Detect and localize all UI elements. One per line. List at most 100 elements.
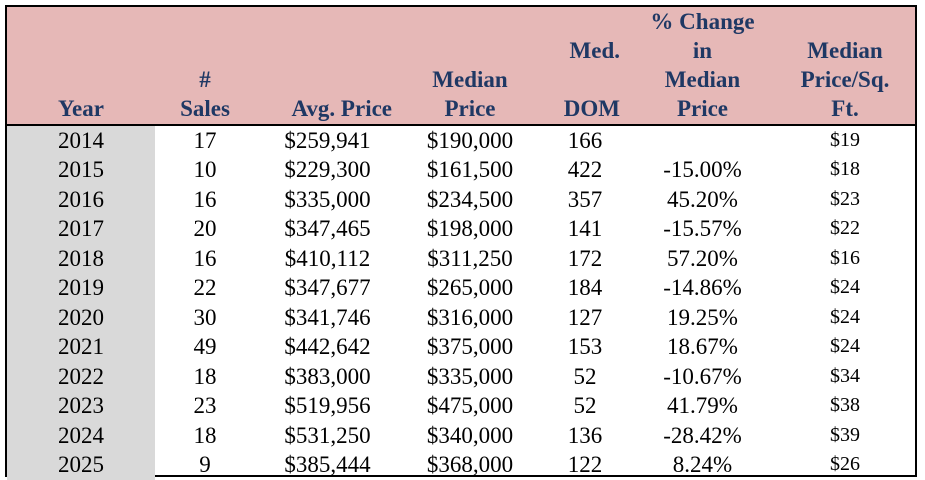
cell-year: 2022 — [7, 361, 155, 391]
header-median-price-sqft: Median Price/Sq. Ft. — [775, 7, 915, 126]
header-median-price: Median Price — [400, 7, 540, 126]
cell-year: 2015 — [7, 155, 155, 185]
cell-sales: 16 — [193, 245, 217, 271]
cell-median-price: $316,000 — [426, 304, 514, 330]
cell-median-price: $234,500 — [426, 186, 514, 212]
header-med-dom-line — [614, 67, 620, 92]
header-sales: # Sales — [155, 7, 255, 126]
cell-avg-price: $531,250 — [284, 422, 371, 448]
header-avg-price: Avg. Price — [255, 7, 400, 126]
table-row: 2020 30 $341,746 $316,000 127 19.25% $24 — [7, 302, 915, 332]
cell-sales: 10 — [193, 157, 217, 183]
cell-med-dom: 172 — [567, 245, 603, 271]
table-row: 2022 18 $383,000 $335,000 52 -10.67% $34 — [7, 361, 915, 391]
cell-year: 2025 — [7, 450, 155, 480]
cell-sales: 9 — [199, 452, 211, 478]
market-stats-table-frame: Year # Sales Avg. Price Median Price Med. DOM%… — [5, 5, 917, 480]
cell-pct-change: -15.00% — [663, 157, 742, 183]
cell-median-price-sqft: $18 — [830, 158, 860, 181]
table-row: 2017 20 $347,465 $198,000 141 -15.57% $22 — [7, 214, 915, 244]
table-row: 2016 16 $335,000 $234,500 357 45.20% $23 — [7, 184, 915, 214]
header-median-price-sqft-line: Median — [807, 38, 883, 63]
cell-pct-change: -10.67% — [663, 363, 742, 389]
table-row: 2019 22 $347,677 $265,000 184 -14.86% $24 — [7, 273, 915, 303]
cell-avg-price: $347,465 — [284, 216, 371, 242]
cell-avg-price: $383,000 — [284, 363, 371, 389]
cell-avg-price: $385,444 — [284, 452, 371, 478]
cell-median-price: $375,000 — [426, 334, 514, 360]
table-body: 2014 17 $259,941 $190,000 166 $19 2015 10 $229,3… — [7, 125, 915, 480]
cell-median-price: $340,000 — [426, 422, 514, 448]
cell-pct-change: -28.42% — [663, 422, 742, 448]
cell-avg-price: $410,112 — [284, 245, 371, 271]
cell-year: 2016 — [7, 184, 155, 214]
cell-med-dom: 141 — [567, 216, 603, 242]
cell-sales: 20 — [193, 216, 217, 242]
cell-median-price-sqft: $16 — [830, 246, 860, 269]
header-med-dom-line: Med. — [569, 38, 620, 63]
table-header: Year # Sales Avg. Price Median Price Med. DOM%… — [7, 7, 915, 126]
cell-pct-change: -15.57% — [663, 216, 742, 242]
header-pct-change: % Change in Median Price — [630, 7, 775, 126]
cell-median-price-sqft: $34 — [830, 364, 860, 387]
cell-avg-price: $519,956 — [284, 393, 371, 419]
cell-sales: 49 — [193, 334, 217, 360]
cell-sales: 16 — [193, 186, 217, 212]
cell-sales: 17 — [193, 128, 217, 153]
cell-year: 2024 — [7, 420, 155, 450]
cell-median-price-sqft: $24 — [830, 276, 860, 299]
cell-median-price-sqft: $19 — [830, 129, 860, 151]
cell-pct-change: 45.20% — [667, 186, 738, 212]
cell-pct-change: 41.79% — [667, 393, 738, 419]
cell-median-price: $265,000 — [426, 275, 514, 301]
header-median-price-line: Price — [444, 96, 496, 121]
cell-year: 2019 — [7, 273, 155, 303]
header-row: Year # Sales Avg. Price Median Price Med. DOM%… — [7, 7, 915, 126]
cell-year: 2023 — [7, 391, 155, 421]
cell-sales: 18 — [193, 363, 217, 389]
cell-avg-price: $341,746 — [284, 304, 371, 330]
header-median-price-line: Median — [432, 67, 508, 92]
cell-pct-change: 57.20% — [667, 245, 738, 271]
header-pct-change-line: Price — [676, 96, 729, 121]
header-pct-change-line: % Change — [650, 9, 755, 34]
cell-median-price: $475,000 — [426, 393, 514, 419]
table-row: 2025 9 $385,444 $368,000 122 8.24% $26 — [7, 450, 915, 480]
cell-median-price-sqft: $38 — [830, 394, 860, 417]
cell-pct-change: -14.86% — [663, 275, 742, 301]
cell-median-price: $161,500 — [426, 157, 514, 183]
cell-sales: 22 — [193, 275, 217, 301]
cell-median-price: $198,000 — [426, 216, 514, 242]
cell-avg-price: $335,000 — [284, 186, 371, 212]
cell-year: 2018 — [7, 243, 155, 273]
cell-med-dom: 52 — [573, 363, 597, 389]
cell-sales: 23 — [193, 393, 217, 419]
cell-median-price-sqft: $24 — [830, 335, 860, 358]
cell-med-dom: 153 — [567, 334, 603, 360]
table-row: 2023 23 $519,956 $475,000 52 41.79% $38 — [7, 391, 915, 421]
cell-med-dom: 166 — [567, 128, 603, 153]
cell-avg-price: $259,941 — [284, 128, 371, 153]
cell-pct-change: 19.25% — [667, 304, 738, 330]
header-median-price-sqft-line: Price/Sq. — [800, 67, 890, 92]
cell-year: 2017 — [7, 214, 155, 244]
cell-median-price: $190,000 — [426, 128, 514, 153]
cell-med-dom: 422 — [567, 157, 603, 183]
header-pct-change-line: in — [692, 38, 713, 63]
table-row: 2018 16 $410,112 $311,250 172 57.20% $16 — [7, 243, 915, 273]
header-sales-line: # — [199, 67, 211, 92]
table-row: 2014 17 $259,941 $190,000 166 $19 — [7, 125, 915, 155]
cell-med-dom: 127 — [567, 304, 603, 330]
table-row: 2021 49 $442,642 $375,000 153 18.67% $24 — [7, 332, 915, 362]
cell-med-dom: 136 — [567, 422, 603, 448]
cell-sales: 30 — [193, 304, 217, 330]
table-row: 2015 10 $229,300 $161,500 422 -15.00% $18 — [7, 155, 915, 185]
cell-year: 2020 — [7, 302, 155, 332]
header-year: Year — [7, 7, 155, 126]
cell-median-price-sqft: $23 — [830, 187, 860, 210]
header-med-dom: Med. DOM — [540, 7, 630, 126]
cell-median-price: $335,000 — [426, 363, 514, 389]
cell-median-price-sqft: $24 — [830, 305, 860, 328]
header-year-line: Year — [58, 96, 104, 121]
market-stats-table: Year # Sales Avg. Price Median Price Med. DOM%… — [7, 7, 915, 480]
